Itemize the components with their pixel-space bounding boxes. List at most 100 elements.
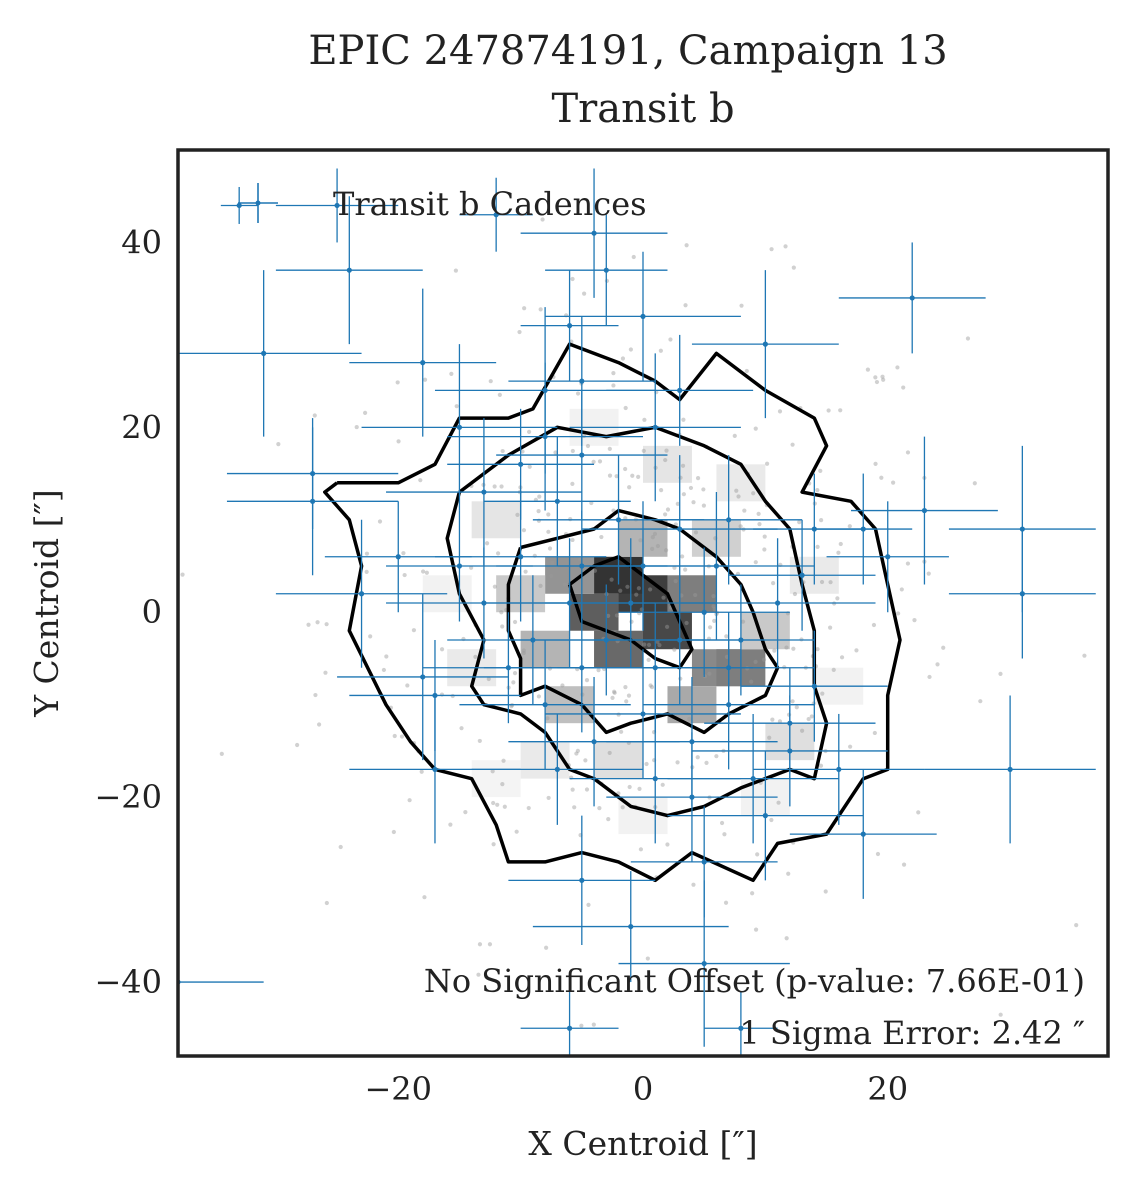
cadence-point-10 [520, 270, 619, 382]
background-point [823, 889, 828, 894]
background-point [820, 691, 825, 696]
background-point [740, 619, 746, 624]
background-point [572, 805, 577, 810]
background-point [364, 569, 369, 574]
cadence-marker [236, 202, 242, 209]
background-point [756, 511, 761, 516]
cadence-marker [566, 1025, 573, 1031]
background-point [517, 329, 522, 335]
cadence-point-74 [508, 815, 656, 946]
background-point [848, 744, 853, 749]
cadence-point-57 [459, 639, 631, 770]
background-point [610, 695, 615, 700]
background-point [905, 450, 911, 455]
cadence-marker [799, 572, 805, 578]
background-point [295, 742, 300, 748]
sigma-annotation: 1 Sigma Error: 2.42 ″ [739, 1014, 1085, 1052]
background-point [838, 408, 843, 413]
cadence-marker [493, 212, 499, 218]
background-point [584, 678, 590, 683]
background-point [794, 705, 799, 710]
background-point [514, 829, 519, 834]
background-point [585, 443, 591, 449]
x-axis-label: X Centroid [″] [528, 1124, 757, 1163]
background-point [819, 579, 825, 585]
background-point [396, 439, 401, 444]
background-point [324, 900, 329, 906]
cadence-point-28 [814, 473, 913, 585]
cadence-marker [860, 831, 866, 837]
cadence-marker [1019, 591, 1025, 597]
cadence-marker [566, 323, 573, 329]
background-point [835, 596, 840, 601]
cadence-point-39 [275, 519, 448, 668]
background-point [502, 804, 507, 809]
background-point [916, 810, 921, 815]
background-point [744, 368, 749, 374]
cadence-marker [432, 766, 438, 773]
background-point [790, 699, 795, 704]
cadence-marker [921, 507, 928, 514]
background-point [536, 694, 541, 699]
background-point [815, 647, 820, 652]
background-point [411, 628, 417, 633]
background-point [711, 594, 716, 599]
background-point [323, 670, 328, 675]
background-point [691, 882, 696, 887]
background-point [492, 484, 497, 489]
cadence-marker [738, 637, 744, 643]
cadence-marker [591, 739, 597, 745]
background-point [854, 648, 859, 653]
background-point [491, 842, 496, 847]
background-point [998, 671, 1003, 676]
background-point [680, 554, 685, 559]
background-point [777, 409, 783, 414]
background-point [484, 541, 490, 546]
y-axis-label: Y Centroid [″] [27, 489, 66, 717]
background-point [377, 519, 383, 524]
background-point [649, 685, 655, 690]
background-point [652, 531, 658, 536]
cadence-marker [518, 554, 524, 560]
background-point [672, 565, 677, 570]
x-tick-label: −20 [364, 1070, 432, 1108]
background-point [724, 654, 730, 659]
background-point [607, 750, 612, 756]
background-point [574, 751, 579, 756]
background-point [586, 902, 591, 908]
background-point [500, 624, 505, 629]
cadence-point-3 [275, 196, 423, 345]
background-point [568, 517, 573, 522]
background-point [395, 380, 400, 385]
background-point [836, 550, 841, 555]
cadence-marker [579, 452, 585, 458]
background-point [644, 761, 649, 767]
background-point [792, 591, 798, 597]
density-cell-13 [740, 612, 790, 650]
background-point [624, 699, 629, 704]
cadence-marker [811, 683, 817, 689]
background-point [324, 622, 329, 627]
background-point [687, 716, 692, 722]
background-point [901, 862, 907, 867]
background-point [664, 548, 669, 553]
background-point [526, 805, 531, 811]
background-point [591, 459, 596, 464]
background-point [363, 410, 368, 415]
background-point [998, 1012, 1003, 1017]
background-point [612, 690, 617, 695]
background-point [642, 642, 647, 647]
background-point [734, 488, 739, 493]
background-point [786, 871, 791, 876]
background-point [899, 587, 904, 592]
y-tick-label: 0 [142, 593, 162, 631]
background-point [776, 800, 781, 805]
cadence-point-1 [275, 168, 399, 243]
background-point [354, 424, 359, 430]
background-point [661, 595, 666, 600]
background-point [815, 488, 820, 493]
background-point [905, 561, 911, 566]
background-point [584, 787, 590, 792]
background-point [500, 448, 505, 454]
cadence-marker [579, 877, 585, 883]
